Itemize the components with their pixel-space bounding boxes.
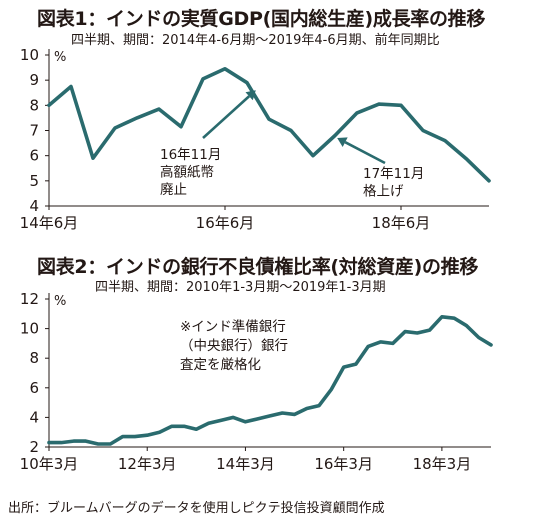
- chart1-subtitle: 四半期、期間：2014年4-6月期～2019年4-6月期、前年同期比: [71, 33, 440, 48]
- gdp-annotation-line: 16年11月: [160, 147, 221, 163]
- gdp-annotation-line: 廃止: [160, 181, 187, 198]
- gdp-x-tick-label: 16年6月: [196, 214, 255, 232]
- chart2-title: 図表2：インドの銀行不良債権比率(対総資産)の推移: [37, 256, 479, 278]
- npl-annotation-line: ※インド準備銀行: [180, 319, 286, 335]
- npl-y-tick-label: 6: [29, 379, 39, 397]
- chart1-title: 図表1：インドの実質GDP(国内総生産)成長率の推移: [37, 8, 486, 30]
- npl-y-tick-label: 8: [29, 349, 39, 367]
- gdp-y-tick-label: 7: [29, 122, 39, 140]
- npl-x-tick-label: 16年3月: [314, 455, 373, 473]
- gdp-annotation-line: 17年11月: [363, 166, 424, 182]
- gdp-y-tick-label: 6: [29, 147, 39, 165]
- gdp-x-tick-label: 18年6月: [372, 214, 431, 232]
- gdp-y-tick-label: 10: [20, 46, 39, 64]
- gdp-y-tick-label: 8: [29, 96, 39, 114]
- npl-y-tick-label: 10: [20, 320, 39, 338]
- npl-y-tick-label: 4: [29, 408, 39, 426]
- gdp-annotation-arrow-shaft: [202, 95, 250, 139]
- gdp-annotation-arrow-shaft: [344, 141, 386, 165]
- gdp-annotation-line: 高額紙幣: [160, 164, 214, 181]
- gdp-y-tick-label: 5: [29, 172, 39, 190]
- gdp-y-unit-label: %: [54, 50, 66, 65]
- gdp-annotation-arrow-head: [337, 137, 348, 148]
- gdp-y-tick-label: 4: [29, 197, 39, 215]
- gdp-annotation-line: 格上げ: [363, 184, 404, 200]
- chart2-subtitle: 四半期、期間：2010年1-3月期～2019年1-3月期: [95, 280, 386, 295]
- gdp-x-tick-label: 14年6月: [20, 214, 79, 232]
- npl-y-tick-label: 12: [20, 290, 39, 308]
- source-note: 出所：ブルームバーグのデータを使用しピクテ投信投資顧問作成: [8, 501, 385, 516]
- npl-y-tick-label: 2: [29, 438, 39, 456]
- gdp-series-line: [47, 67, 491, 183]
- npl-annotation-line: 査定を厳格化: [180, 357, 261, 373]
- npl-x-tick-label: 12年3月: [118, 455, 177, 473]
- npl-x-tick-label: 10年3月: [20, 455, 79, 473]
- gdp-y-tick-label: 9: [29, 71, 39, 89]
- npl-y-unit-label: %: [54, 294, 66, 309]
- npl-x-tick-label: 14年3月: [216, 455, 275, 473]
- gdp-annotation-arrow-head: [245, 90, 256, 101]
- npl-x-tick-label: 18年3月: [413, 455, 472, 473]
- npl-annotation-line: （中央銀行）銀行: [180, 338, 288, 354]
- npl-series-line: [47, 314, 493, 446]
